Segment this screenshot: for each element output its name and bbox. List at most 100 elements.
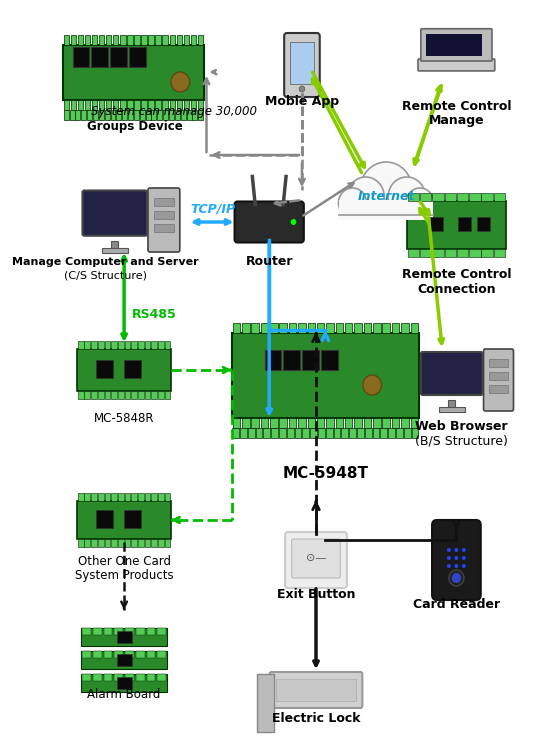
Bar — [156, 35, 161, 45]
FancyBboxPatch shape — [284, 33, 320, 97]
Bar — [357, 427, 364, 438]
Bar — [489, 385, 508, 393]
Circle shape — [347, 177, 384, 217]
Bar — [411, 427, 419, 438]
Bar — [146, 651, 156, 658]
Circle shape — [462, 564, 466, 568]
Bar — [310, 427, 317, 438]
Circle shape — [449, 570, 464, 586]
Bar — [373, 417, 381, 427]
Bar — [477, 217, 490, 231]
Bar — [270, 323, 278, 333]
Bar — [131, 391, 137, 399]
Bar — [125, 493, 130, 501]
Bar — [131, 539, 137, 547]
Bar — [158, 391, 164, 399]
Bar — [233, 417, 240, 427]
Bar — [481, 193, 493, 201]
Bar — [120, 100, 125, 110]
Bar — [118, 493, 124, 501]
Bar — [111, 539, 117, 547]
Bar — [420, 249, 431, 257]
Bar — [345, 323, 353, 333]
Text: System can manage 30,000: System can manage 30,000 — [91, 105, 257, 118]
Bar — [124, 510, 141, 528]
Bar — [85, 539, 90, 547]
Bar — [85, 493, 90, 501]
Bar — [78, 100, 84, 110]
Bar — [382, 417, 390, 427]
Bar — [129, 47, 146, 67]
Bar — [85, 341, 90, 349]
Bar — [104, 539, 110, 547]
Bar — [354, 417, 362, 427]
Bar — [164, 391, 170, 399]
Bar — [71, 100, 76, 110]
Bar — [162, 100, 168, 110]
Bar — [382, 323, 390, 333]
Bar — [401, 417, 409, 427]
FancyBboxPatch shape — [292, 539, 340, 578]
Bar — [342, 427, 348, 438]
Circle shape — [454, 548, 458, 552]
Circle shape — [360, 162, 412, 218]
Bar — [279, 417, 287, 427]
Bar — [81, 628, 167, 646]
Bar — [134, 100, 140, 110]
Bar — [82, 651, 91, 658]
Bar — [134, 35, 140, 45]
Bar — [162, 35, 168, 45]
Bar — [364, 323, 371, 333]
Bar — [131, 341, 137, 349]
Bar — [81, 674, 167, 692]
Bar — [118, 391, 124, 399]
Bar — [78, 341, 84, 349]
Bar — [298, 417, 306, 427]
Bar — [140, 110, 145, 119]
Bar — [78, 35, 84, 45]
Bar — [365, 427, 372, 438]
Bar — [157, 674, 166, 681]
Bar — [73, 47, 90, 67]
Bar — [125, 539, 130, 547]
Bar — [85, 35, 90, 45]
Bar — [100, 100, 104, 110]
Circle shape — [363, 375, 382, 395]
Bar — [138, 391, 144, 399]
Bar — [169, 35, 175, 45]
Text: Electric Lock: Electric Lock — [272, 712, 360, 725]
Bar — [410, 417, 418, 427]
Bar — [494, 249, 505, 257]
Bar — [432, 193, 444, 201]
Circle shape — [447, 556, 451, 560]
Text: Internet: Internet — [358, 191, 415, 203]
Circle shape — [388, 177, 426, 217]
Bar — [93, 628, 102, 635]
Bar — [78, 501, 171, 539]
Bar — [153, 211, 174, 219]
Bar — [151, 493, 157, 501]
Bar — [349, 427, 356, 438]
Bar — [279, 323, 287, 333]
Bar — [295, 427, 301, 438]
Bar — [339, 200, 433, 220]
Bar — [78, 539, 84, 547]
Bar — [118, 539, 124, 547]
Bar — [153, 224, 174, 232]
Bar — [92, 100, 97, 110]
Bar — [317, 417, 324, 427]
Bar — [240, 427, 247, 438]
Bar — [336, 323, 343, 333]
Bar — [157, 628, 166, 635]
Bar — [164, 341, 170, 349]
Bar — [408, 193, 419, 201]
Bar — [145, 493, 150, 501]
Bar — [494, 193, 505, 201]
Bar — [263, 427, 270, 438]
Bar — [78, 493, 84, 501]
Bar — [91, 539, 97, 547]
Text: (C/S Structure): (C/S Structure) — [64, 270, 147, 280]
Bar — [125, 651, 134, 658]
Bar — [242, 417, 250, 427]
Text: Router: Router — [245, 255, 293, 268]
